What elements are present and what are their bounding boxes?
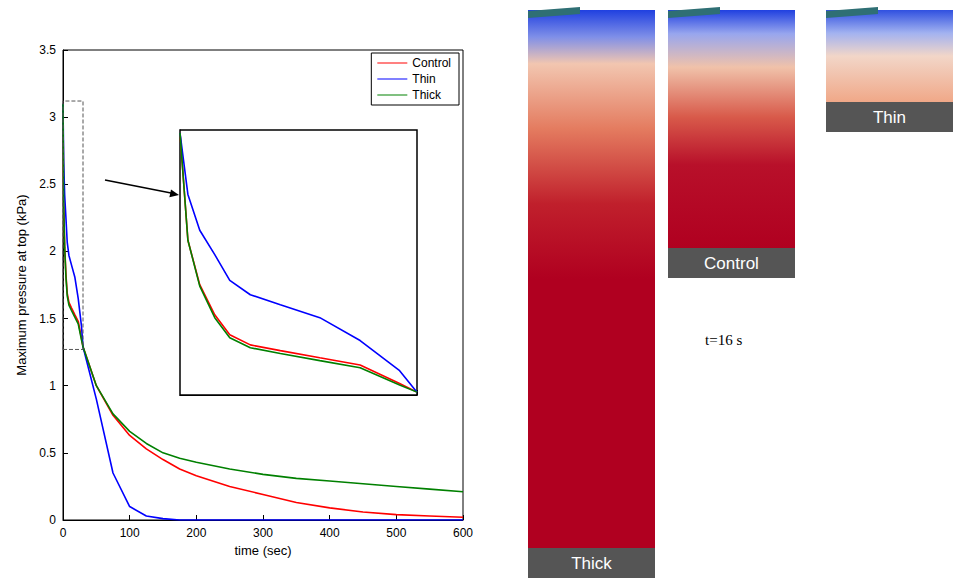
svg-text:2.5: 2.5 [39,177,56,191]
svg-text:300: 300 [253,526,273,540]
svg-text:1: 1 [49,379,56,393]
svg-text:Thin: Thin [873,108,906,127]
svg-text:2: 2 [49,244,56,258]
svg-text:100: 100 [120,526,140,540]
svg-text:0: 0 [49,513,56,527]
svg-text:500: 500 [386,526,406,540]
svg-text:600: 600 [453,526,473,540]
svg-text:3.5: 3.5 [39,43,56,57]
svg-text:0.5: 0.5 [39,446,56,460]
svg-text:400: 400 [320,526,340,540]
svg-text:Control: Control [412,56,451,70]
svg-text:Thick: Thick [412,88,442,102]
svg-text:Control: Control [704,254,759,273]
svg-text:t=16 s: t=16 s [705,332,742,348]
svg-text:0: 0 [60,526,67,540]
svg-text:time (sec): time (sec) [234,543,291,558]
svg-text:3: 3 [49,110,56,124]
svg-text:Thick: Thick [571,554,612,573]
svg-text:1.5: 1.5 [39,312,56,326]
svg-text:Maximum pressure at top (kPa): Maximum pressure at top (kPa) [14,194,29,375]
svg-text:200: 200 [186,526,206,540]
svg-text:Thin: Thin [412,72,435,86]
